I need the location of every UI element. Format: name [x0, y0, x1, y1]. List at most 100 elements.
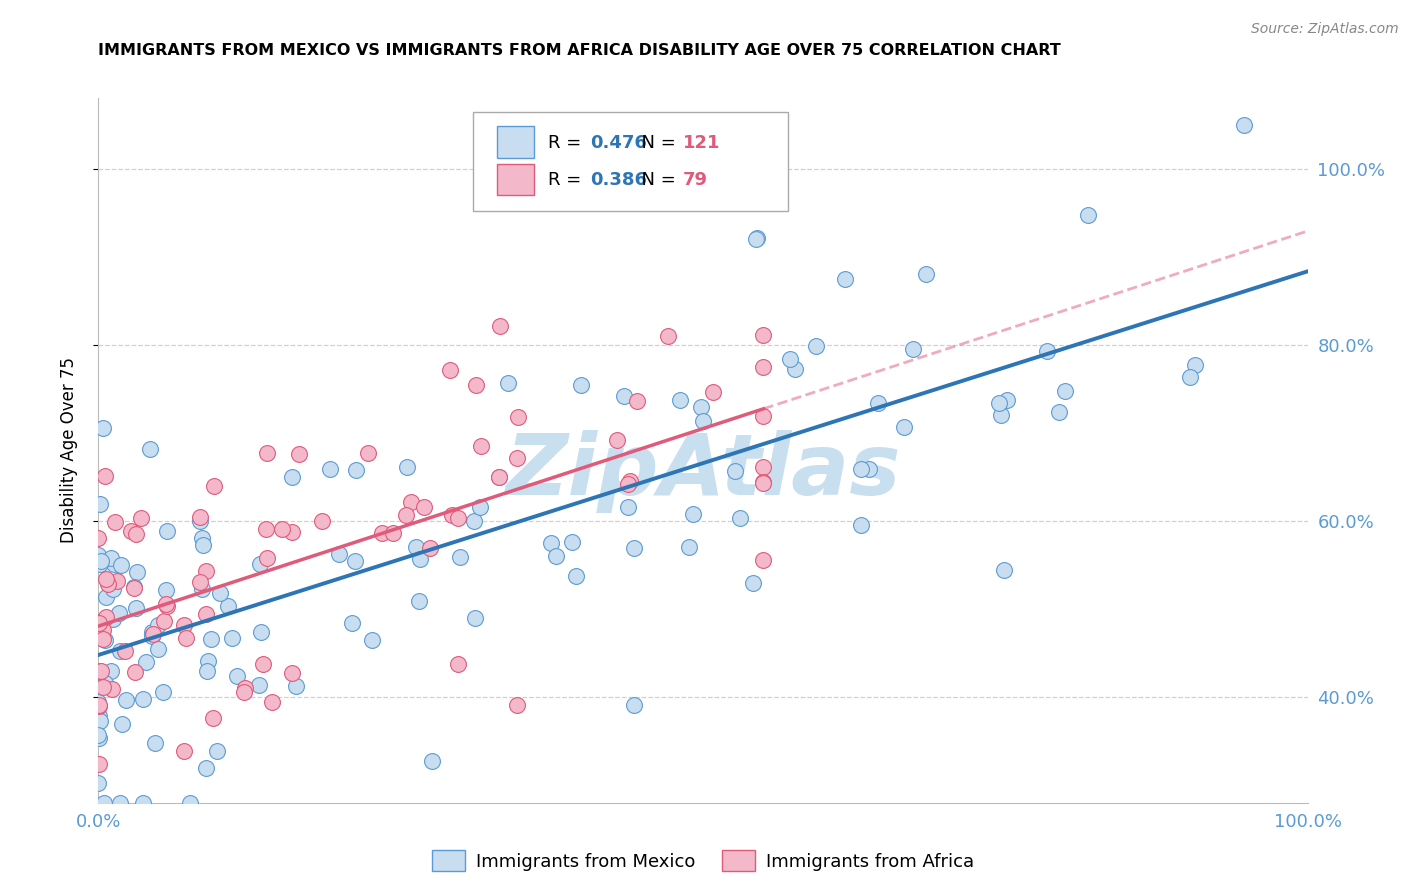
Point	[465, 378, 488, 392]
Point	[328, 547, 350, 561]
Point	[851, 517, 873, 532]
Point	[105, 574, 128, 589]
Point	[110, 558, 132, 572]
Point	[89, 557, 111, 571]
Point	[1047, 405, 1070, 419]
Point	[91, 632, 114, 646]
Point	[108, 644, 131, 658]
Point	[745, 232, 768, 246]
Point	[678, 541, 700, 555]
Point	[728, 510, 751, 524]
Point	[1077, 207, 1099, 221]
Point	[87, 698, 110, 713]
Point	[357, 446, 380, 460]
Point	[858, 462, 880, 476]
Point	[152, 685, 174, 699]
Point	[413, 500, 436, 515]
Point	[91, 623, 114, 637]
Point	[752, 409, 775, 423]
Point	[120, 524, 142, 538]
Point	[752, 328, 775, 343]
Point	[194, 761, 217, 775]
Point	[87, 615, 110, 630]
Point	[233, 681, 256, 695]
Point	[993, 563, 1015, 577]
Point	[87, 531, 110, 545]
Point	[1178, 370, 1201, 384]
Point	[470, 439, 492, 453]
Point	[173, 618, 195, 632]
Point	[114, 643, 136, 657]
Point	[689, 400, 711, 414]
Point	[94, 610, 117, 624]
Point	[657, 329, 679, 343]
Point	[619, 474, 641, 488]
Point	[408, 594, 430, 608]
Text: N =: N =	[630, 134, 682, 152]
Point	[91, 616, 114, 631]
Point	[139, 442, 162, 456]
Point	[93, 632, 115, 647]
Point	[284, 679, 307, 693]
FancyBboxPatch shape	[474, 112, 787, 211]
Point	[202, 479, 225, 493]
Point	[395, 459, 418, 474]
Point	[111, 717, 134, 731]
Point	[613, 389, 636, 403]
Point	[173, 744, 195, 758]
Point	[155, 597, 177, 611]
Point	[250, 625, 273, 640]
Point	[745, 231, 768, 245]
Point	[104, 515, 127, 529]
Point	[142, 627, 165, 641]
Point	[89, 714, 111, 728]
Point	[89, 731, 111, 745]
Y-axis label: Disability Age Over 75: Disability Age Over 75	[59, 358, 77, 543]
Point	[449, 550, 471, 565]
Point	[463, 514, 485, 528]
Point	[340, 616, 363, 631]
Point	[143, 736, 166, 750]
Point	[141, 625, 163, 640]
Point	[447, 657, 470, 672]
Point	[606, 433, 628, 447]
Point	[271, 522, 294, 536]
Point	[197, 654, 219, 668]
Point	[195, 665, 218, 679]
Point	[623, 541, 645, 555]
Point	[232, 685, 254, 699]
Text: 121: 121	[682, 134, 720, 152]
Point	[343, 554, 366, 568]
Point	[752, 475, 775, 489]
Point	[361, 633, 384, 648]
Point	[1053, 384, 1076, 399]
Point	[544, 549, 567, 563]
Point	[124, 665, 146, 679]
Point	[174, 631, 197, 645]
Point	[319, 462, 342, 476]
Point	[87, 698, 110, 712]
Point	[101, 681, 124, 696]
Text: Source: ZipAtlas.com: Source: ZipAtlas.com	[1251, 22, 1399, 37]
Point	[668, 393, 690, 408]
Point	[191, 582, 214, 597]
Point	[87, 695, 110, 709]
Point	[724, 463, 747, 477]
Point	[439, 363, 461, 377]
Point	[420, 754, 443, 768]
Point	[125, 601, 148, 615]
Point	[995, 393, 1018, 408]
Point	[692, 414, 714, 428]
Point	[103, 558, 125, 572]
Point	[188, 514, 211, 528]
Point	[866, 396, 889, 410]
Point	[91, 628, 114, 642]
Point	[488, 469, 510, 483]
Point	[441, 508, 464, 523]
Point	[311, 514, 333, 528]
Point	[115, 692, 138, 706]
Text: ZipAtlas: ZipAtlas	[505, 430, 901, 513]
Point	[281, 470, 304, 484]
Point	[804, 339, 827, 353]
Point	[783, 362, 806, 376]
